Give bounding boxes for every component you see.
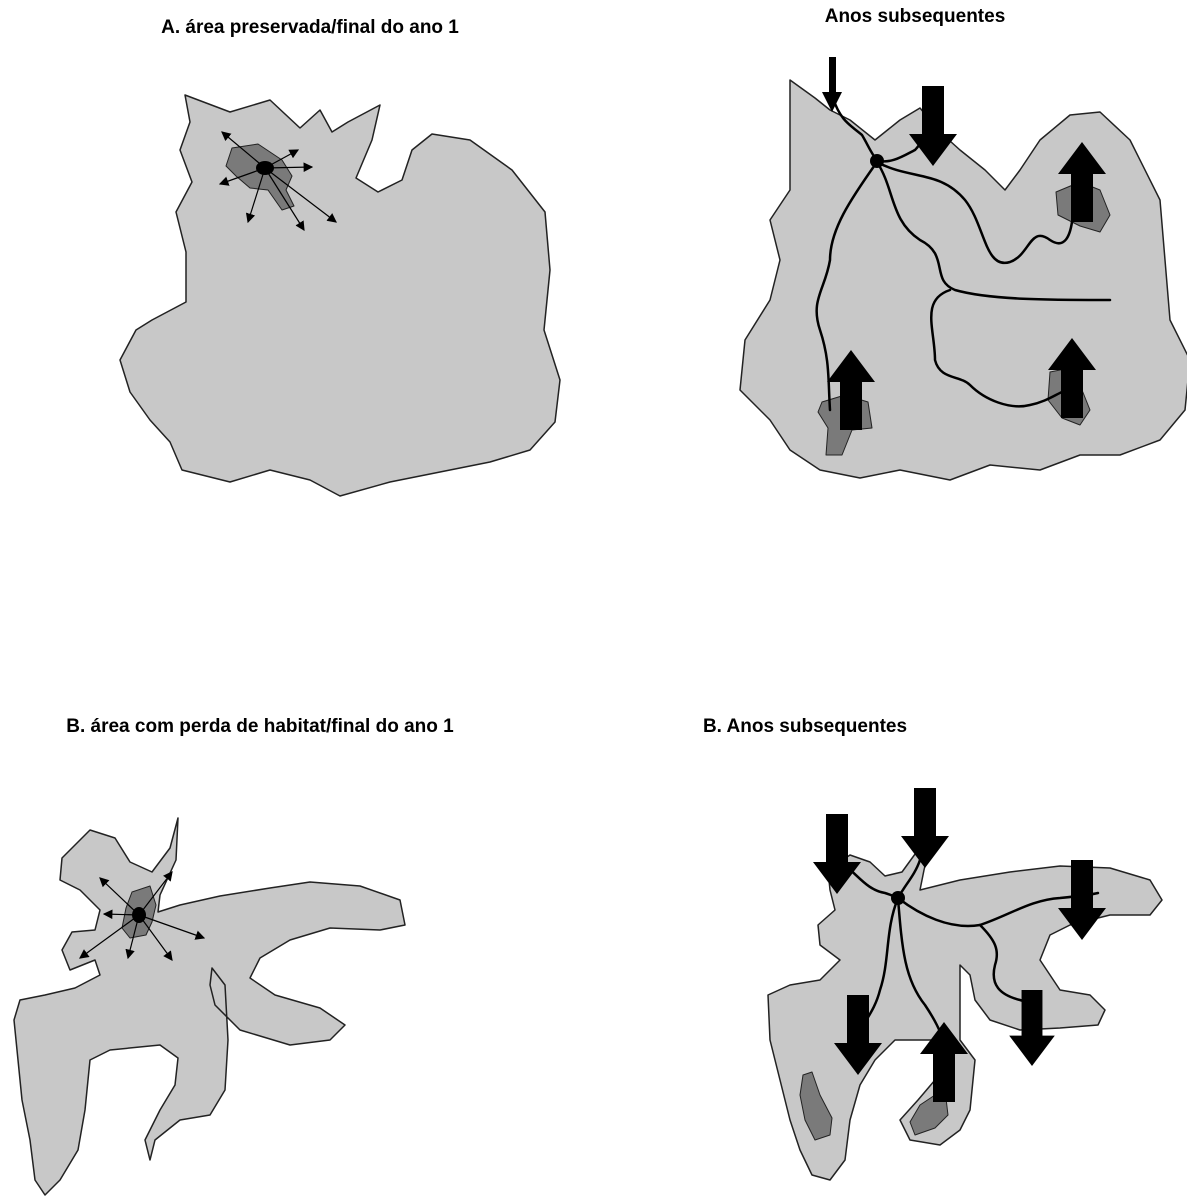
panel-b-later (767, 788, 1163, 1181)
panel-title: A. área preservada/final do ano 1 (161, 17, 459, 38)
panel-a (119, 94, 561, 497)
panel-title: B. Anos subsequentes (703, 716, 907, 737)
panel-title: Anos subsequentes (825, 6, 1006, 27)
panel-b (13, 817, 406, 1196)
panel-a-later (739, 57, 1187, 481)
panel-title: B. área com perda de habitat/final do an… (66, 716, 454, 737)
